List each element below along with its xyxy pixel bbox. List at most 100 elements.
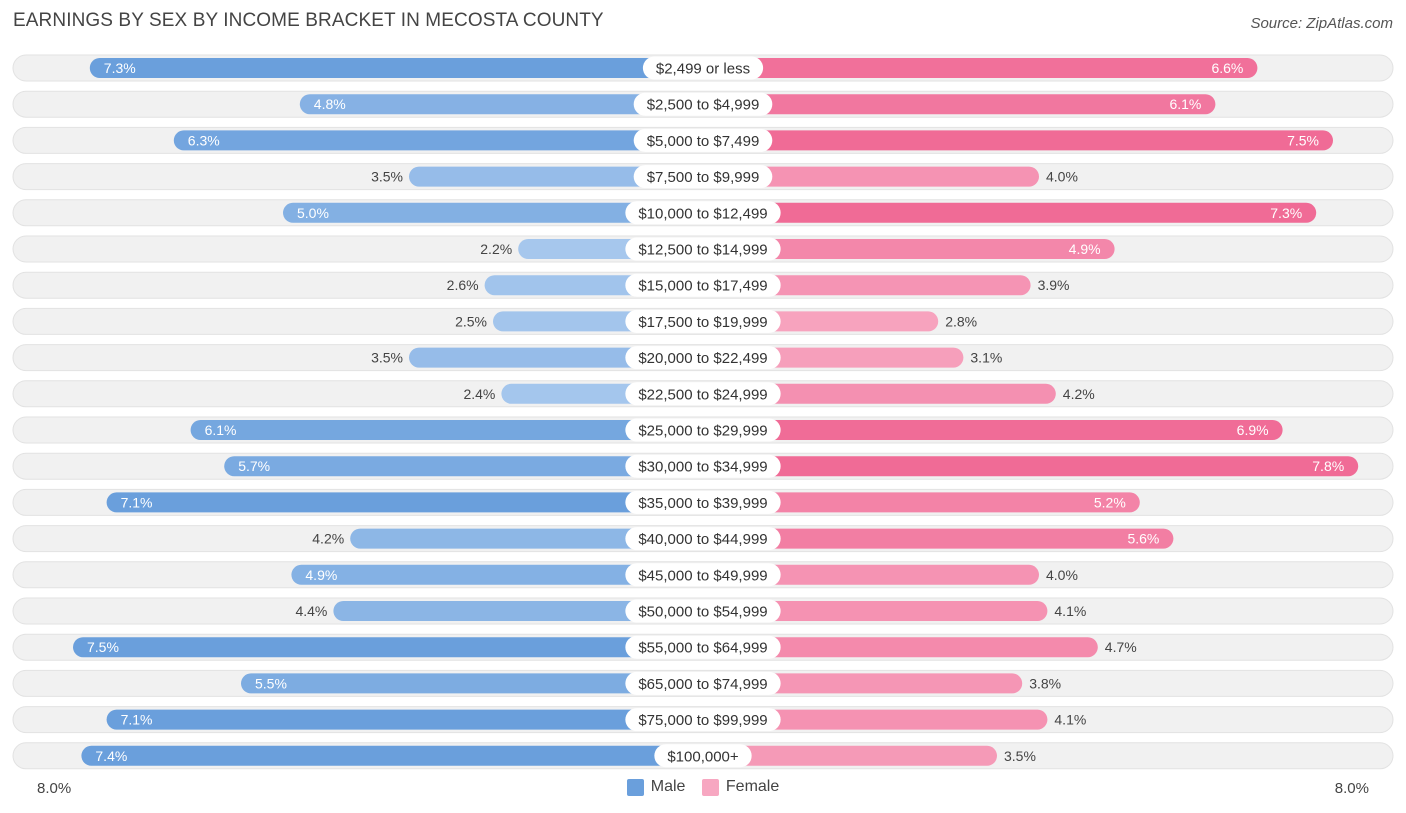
legend-label-female: Female [725, 778, 780, 795]
chart-row: 4.4% 4.1% $50,000 to $54,999 [12, 597, 1394, 625]
legend-item-female: Female [701, 778, 780, 796]
bar-female [703, 94, 1216, 115]
axis-left-label: 8.0% [37, 780, 72, 797]
category-pill [625, 382, 781, 406]
chart-source: Source: ZipAtlas.com [1250, 15, 1393, 32]
category-pill [633, 128, 773, 152]
category-label: $20,000 to $22,499 [638, 350, 767, 367]
label-female-value: 5.6% [1127, 531, 1159, 547]
category-label: $17,500 to $19,999 [638, 314, 767, 331]
chart-row: 3.5% 3.1% $20,000 to $22,499 [12, 344, 1394, 372]
label-female-value: 7.5% [1287, 132, 1319, 148]
bar-male [350, 528, 703, 549]
chart-title: EARNINGS BY SEX BY INCOME BRACKET IN MEC… [13, 10, 604, 31]
chart-row: 7.1% 4.1% $75,000 to $99,999 [12, 706, 1394, 734]
legend-swatch-female [701, 778, 719, 796]
label-male-value: 7.5% [87, 639, 119, 655]
label-male-value: 4.2% [312, 531, 344, 547]
chart-row: 3.5% 4.0% $7,500 to $9,999 [12, 163, 1394, 191]
chart-row: 2.2% 4.9% $12,500 to $14,999 [12, 235, 1394, 263]
category-label: $2,500 to $4,999 [647, 97, 760, 114]
label-male-value: 5.0% [297, 205, 329, 221]
bar-female [703, 202, 1317, 223]
label-female-value: 6.6% [1211, 60, 1243, 76]
chart-row: 4.9% 4.0% $45,000 to $49,999 [12, 561, 1394, 589]
label-male-value: 4.4% [295, 603, 327, 619]
label-male-value: 5.5% [255, 675, 287, 691]
category-label: $75,000 to $99,999 [638, 712, 767, 729]
chart-row: 7.3% 6.6% $2,499 or less [12, 54, 1394, 82]
chart-row: 6.3% 7.5% $5,000 to $7,499 [12, 126, 1394, 154]
label-female-value: 7.3% [1270, 205, 1302, 221]
bar-female [703, 239, 1115, 259]
category-pill [633, 165, 773, 189]
category-pill [633, 92, 773, 116]
bar-male [106, 492, 704, 513]
category-pill [625, 708, 781, 732]
label-male-value: 6.1% [205, 422, 237, 438]
label-male-value: 4.8% [314, 96, 346, 112]
bar-female [703, 275, 1031, 296]
bar-male [73, 637, 703, 658]
label-female-value: 3.9% [1038, 277, 1070, 293]
label-male-value: 2.5% [455, 313, 487, 329]
bar-female [703, 709, 1048, 730]
chart-row: 2.6% 3.9% $15,000 to $17,499 [12, 271, 1394, 299]
label-female-value: 3.1% [970, 350, 1002, 366]
legend: Male Female [0, 778, 1406, 801]
bar-male [190, 420, 704, 440]
category-pill [625, 273, 781, 297]
bar-male [409, 166, 703, 187]
axis-right-label: 8.0% [1334, 780, 1369, 797]
bar-male [283, 202, 703, 223]
label-female-value: 4.2% [1063, 386, 1095, 402]
label-female-value: 6.9% [1237, 422, 1269, 438]
category-label: $30,000 to $34,999 [638, 459, 767, 476]
category-pill [625, 599, 781, 623]
bar-male [224, 456, 703, 477]
chart-row: 6.1% 6.9% $25,000 to $29,999 [12, 416, 1394, 444]
label-male-value: 2.6% [447, 277, 479, 293]
bar-male [291, 564, 703, 585]
category-label: $2,499 or less [656, 61, 750, 78]
label-female-value: 4.7% [1105, 639, 1137, 655]
category-pill [625, 418, 781, 442]
label-female-value: 3.5% [1004, 748, 1036, 764]
category-label: $50,000 to $54,999 [638, 604, 767, 621]
bar-male [106, 709, 704, 730]
category-label: $65,000 to $74,999 [638, 676, 767, 693]
bar-male [299, 94, 703, 115]
bar-female [703, 528, 1174, 549]
bar-female [703, 420, 1283, 440]
chart-row: 7.1% 5.2% $35,000 to $39,999 [12, 488, 1394, 516]
category-label: $5,000 to $7,499 [647, 133, 760, 150]
category-label: $55,000 to $64,999 [638, 640, 767, 657]
category-pill [625, 671, 781, 695]
label-male-value: 7.1% [121, 712, 153, 728]
bar-female [703, 637, 1098, 658]
bar-female [703, 383, 1056, 404]
category-label: $15,000 to $17,499 [638, 278, 767, 295]
chart-row: 7.5% 4.7% $55,000 to $64,999 [12, 633, 1394, 661]
label-female-value: 4.0% [1046, 567, 1078, 583]
category-pill [625, 527, 781, 551]
label-female-value: 7.8% [1312, 458, 1344, 474]
bar-female [703, 456, 1359, 477]
category-pill [625, 201, 781, 225]
category-label: $25,000 to $29,999 [638, 423, 767, 440]
label-male-value: 7.4% [95, 748, 127, 764]
category-pill [625, 237, 781, 261]
category-pill [625, 490, 781, 514]
label-female-value: 4.1% [1054, 603, 1086, 619]
label-male-value: 3.5% [371, 169, 403, 185]
chart-row: 5.7% 7.8% $30,000 to $34,999 [12, 452, 1394, 480]
label-male-value: 6.3% [188, 132, 220, 148]
label-female-value: 4.1% [1054, 712, 1086, 728]
label-male-value: 7.1% [121, 494, 153, 510]
bar-male [333, 601, 703, 621]
label-female-value: 6.1% [1169, 96, 1201, 112]
legend-label-male: Male [650, 778, 686, 795]
category-pill [625, 563, 781, 587]
category-label: $100,000+ [667, 748, 739, 765]
legend-item-male: Male [626, 778, 686, 796]
